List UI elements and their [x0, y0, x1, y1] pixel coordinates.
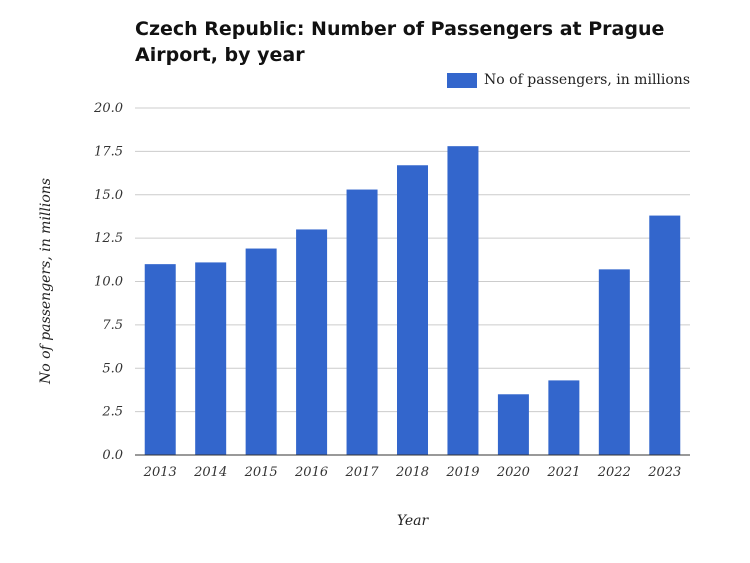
- bar-2013: [144, 264, 176, 455]
- bar-2020: [497, 394, 529, 455]
- x-tick-label: 2017: [344, 465, 379, 480]
- y-tick-label: 20.0: [93, 101, 123, 116]
- x-tick-label: 2015: [244, 465, 278, 480]
- bar-2019: [447, 146, 479, 456]
- legend-label: No of passengers, in millions: [484, 72, 690, 88]
- y-tick-label: 2.5: [101, 405, 123, 420]
- y-tick-label: 5.0: [102, 361, 123, 376]
- x-tick-label: 2021: [546, 465, 580, 480]
- y-tick-label: 15.0: [94, 188, 123, 203]
- y-tick-label: 17.5: [94, 144, 123, 159]
- bar-2017: [346, 189, 378, 456]
- y-tick-label: 10.0: [94, 275, 123, 290]
- bar-2018: [397, 165, 428, 455]
- x-tick-label: 2022: [597, 465, 631, 480]
- x-tick-label: 2013: [143, 465, 177, 480]
- legend-swatch: [447, 72, 478, 88]
- x-tick-label: 2018: [395, 465, 429, 480]
- bar-2014: [195, 262, 227, 455]
- x-axis-label: Year: [397, 513, 430, 529]
- x-tick-label: 2023: [647, 465, 681, 480]
- y-tick-label: 7.5: [102, 318, 123, 333]
- y-axis-label: No of passengers, in millions: [38, 178, 54, 385]
- chart-title: Czech Republic: Number of Passengers at …: [135, 18, 665, 66]
- bar-2023: [649, 215, 681, 455]
- x-tick-label: 2019: [445, 465, 479, 480]
- bar-2016: [296, 229, 328, 455]
- y-tick-label: 12.5: [94, 231, 123, 246]
- legend: No of passengers, in millions: [447, 72, 690, 88]
- bar-2015: [245, 248, 277, 455]
- bar-2022: [598, 269, 630, 455]
- x-tick-label: 2020: [496, 465, 530, 480]
- bar-2021: [548, 380, 580, 455]
- x-tick-label: 2014: [193, 465, 227, 480]
- y-tick-label: 0.0: [102, 448, 123, 463]
- x-tick-label: 2016: [294, 465, 328, 480]
